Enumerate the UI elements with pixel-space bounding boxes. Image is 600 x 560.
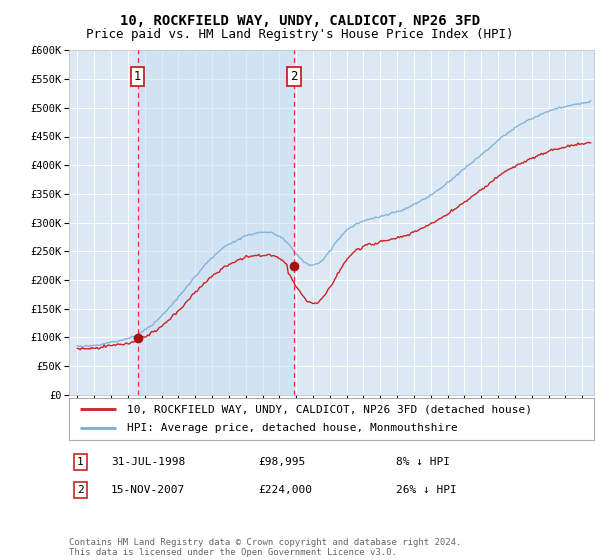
Text: 15-NOV-2007: 15-NOV-2007 (111, 485, 185, 495)
Text: HPI: Average price, detached house, Monmouthshire: HPI: Average price, detached house, Monm… (127, 423, 458, 433)
Text: Contains HM Land Registry data © Crown copyright and database right 2024.
This d: Contains HM Land Registry data © Crown c… (69, 538, 461, 557)
Text: 10, ROCKFIELD WAY, UNDY, CALDICOT, NP26 3FD (detached house): 10, ROCKFIELD WAY, UNDY, CALDICOT, NP26 … (127, 404, 532, 414)
Text: 10, ROCKFIELD WAY, UNDY, CALDICOT, NP26 3FD: 10, ROCKFIELD WAY, UNDY, CALDICOT, NP26 … (120, 14, 480, 28)
Text: £98,995: £98,995 (258, 457, 305, 467)
Text: 31-JUL-1998: 31-JUL-1998 (111, 457, 185, 467)
Text: 8% ↓ HPI: 8% ↓ HPI (396, 457, 450, 467)
Bar (137, 50, 294, 395)
Text: 1: 1 (77, 457, 83, 467)
Text: 2: 2 (290, 70, 298, 83)
Text: 2: 2 (77, 485, 83, 495)
Text: 26% ↓ HPI: 26% ↓ HPI (396, 485, 457, 495)
Text: Price paid vs. HM Land Registry's House Price Index (HPI): Price paid vs. HM Land Registry's House … (86, 28, 514, 41)
Text: 1: 1 (134, 70, 142, 83)
Text: £224,000: £224,000 (258, 485, 312, 495)
